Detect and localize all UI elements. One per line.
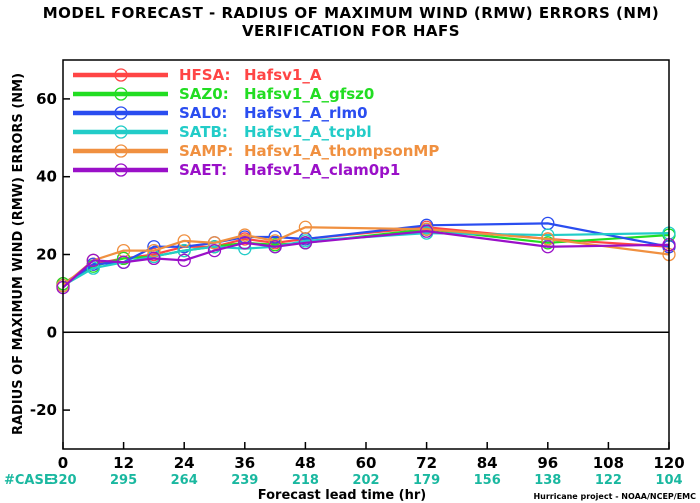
legend-entry: SAL0: Hafsv1_A_rlm0 (73, 104, 368, 122)
case-count: 104 (655, 473, 682, 488)
series-line (62, 230, 670, 289)
case-count: 239 (231, 473, 258, 488)
y-tick-label: 40 (36, 168, 57, 186)
case-count: 179 (413, 473, 440, 488)
x-tick-label: 84 (477, 454, 498, 472)
data-point (268, 240, 282, 254)
case-count: 218 (292, 473, 319, 488)
x-tick-label: 60 (356, 454, 377, 472)
data-point (86, 261, 100, 275)
legend-label: SAET: (179, 161, 227, 179)
data-point (541, 236, 555, 250)
data-point (177, 253, 191, 267)
data-point (298, 236, 313, 250)
x-tick-label: 36 (234, 454, 255, 472)
chart-title: MODEL FORECAST - RADIUS OF MAXIMUM WIND … (43, 4, 660, 22)
data-point (177, 234, 191, 248)
data-point (207, 243, 222, 258)
legend-label: SAZ0: (179, 85, 229, 103)
data-point (238, 228, 252, 242)
credit-text: Hurricane project - NOAA/NCEP/EMC (533, 492, 696, 501)
legend-entry: HFSA: Hafsv1_A (73, 66, 322, 84)
plot-frame (62, 59, 670, 450)
legend-description: Hafsv1_A_rlm0 (244, 104, 368, 122)
data-point (207, 236, 222, 250)
case-count: 138 (534, 473, 561, 488)
data-point (86, 253, 100, 267)
legend-entry: SAZ0: Hafsv1_A_gfsz0 (73, 85, 374, 103)
case-count: 202 (352, 473, 379, 488)
data-point (147, 243, 161, 258)
y-tick-label: 0 (47, 323, 57, 341)
x-tick-label: 48 (295, 454, 316, 472)
x-tick-label: 108 (593, 454, 624, 472)
case-count: 264 (171, 473, 198, 488)
data-point (147, 251, 161, 266)
legend-label: HFSA: (179, 66, 231, 84)
legend-description: Hafsv1_A_tcpbl (244, 123, 372, 141)
legend-entry: SATB: Hafsv1_A_tcpbl (73, 123, 372, 141)
legend-marker (114, 68, 128, 82)
x-tick-label: 12 (113, 454, 134, 472)
data-point (177, 243, 191, 258)
data-point (541, 240, 555, 254)
data-point (298, 220, 313, 234)
legend-description: Hafsv1_A_clam0p1 (244, 161, 400, 179)
data-point (207, 240, 222, 254)
y-tick-label: 20 (36, 246, 57, 264)
data-point (419, 224, 434, 238)
data-point (116, 255, 131, 269)
legend-label: SAL0: (179, 104, 227, 122)
legend-marker (114, 106, 128, 120)
legend-marker (114, 87, 128, 101)
x-tick-label: 72 (416, 454, 437, 472)
legend-description: Hafsv1_A_thompsonMP (244, 142, 439, 160)
case-count: 320 (49, 473, 76, 488)
legend-entry: SAMP: Hafsv1_A_thompsonMP (73, 142, 439, 160)
y-tick-label: -20 (30, 401, 57, 419)
case-count: 156 (474, 473, 501, 488)
x-tick-label: 24 (174, 454, 195, 472)
x-tick-label: 120 (653, 454, 684, 472)
chart-subtitle: VERIFICATION FOR HAFS (242, 22, 460, 40)
case-label: #CASE (4, 473, 53, 488)
data-point (238, 236, 252, 250)
legend-description: Hafsv1_A (244, 66, 322, 84)
series-line (62, 226, 670, 287)
case-count: 295 (110, 473, 137, 488)
legend-description: Hafsv1_A_gfsz0 (244, 85, 374, 103)
x-axis-label: Forecast lead time (hr) (258, 488, 426, 503)
y-tick-label: 60 (36, 90, 57, 108)
legend-marker (114, 163, 128, 177)
data-point (541, 232, 555, 246)
x-tick-label: 96 (537, 454, 558, 472)
legend-marker (114, 125, 128, 139)
legend-entry: SAET: Hafsv1_A_clam0p1 (73, 161, 400, 179)
legend-marker (114, 144, 128, 158)
legend-label: SAMP: (179, 142, 233, 160)
x-tick-label: 0 (58, 454, 68, 472)
y-axis-label: RADIUS OF MAXIMUM WIND (RMW) ERRORS (NM) (11, 73, 26, 435)
case-count: 122 (595, 473, 622, 488)
legend-label: SATB: (179, 123, 228, 141)
series-Hafsv1_A_clam0p1 (56, 224, 676, 295)
